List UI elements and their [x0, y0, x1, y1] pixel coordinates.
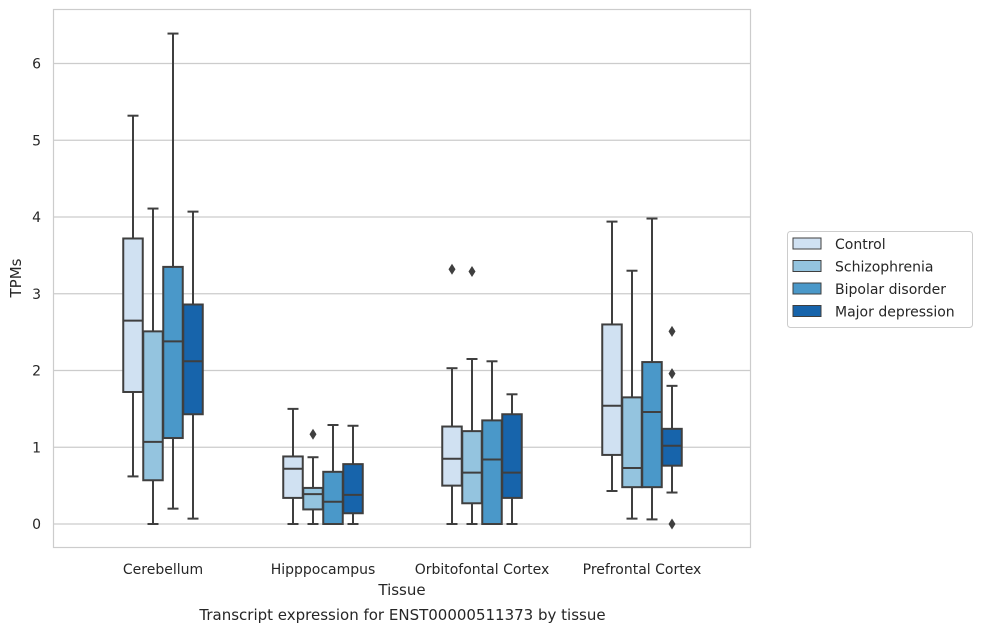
box-0-2	[162, 32, 184, 510]
legend-label: Major depression	[835, 305, 955, 321]
x-tick-label: Hipppocampus	[271, 562, 376, 578]
x-tick-label: Cerebellum	[123, 562, 203, 578]
y-tick-label: 4	[32, 210, 41, 226]
outlier-point	[668, 518, 676, 530]
y-axis-label: TPMs	[7, 258, 25, 298]
outlier-point	[309, 428, 317, 440]
x-tick-label: Orbitofontal Cortex	[415, 562, 550, 578]
box-2-1	[461, 265, 483, 525]
box-groups	[122, 32, 683, 530]
outlier-point	[448, 263, 456, 275]
box-3-0	[601, 220, 623, 492]
x-tick-label: Prefrontal Cortex	[583, 562, 702, 578]
legend-label: Control	[835, 237, 886, 253]
box-2-3	[501, 393, 523, 525]
x-axis-label: Tissue	[377, 581, 425, 599]
box-1-2	[322, 423, 344, 525]
y-tick-labels: 0 1 2 3 4 5 6	[32, 57, 41, 534]
legend-swatch	[792, 305, 822, 317]
box-0-1	[142, 207, 164, 525]
box-body	[162, 265, 184, 440]
box-0-0	[122, 114, 144, 478]
legend-swatch	[792, 282, 822, 295]
y-tick-label: 6	[32, 57, 41, 73]
y-tick-label: 0	[32, 517, 41, 533]
outlier-point	[668, 368, 676, 380]
box-body	[182, 303, 204, 416]
box-body	[122, 237, 144, 393]
x-tick-labels: Cerebellum Hipppocampus Orbitofontal Corte…	[123, 562, 701, 578]
box-body	[342, 463, 364, 515]
box-body	[142, 330, 164, 482]
box-1-3	[342, 424, 364, 525]
legend-label: Schizophrenia	[835, 260, 933, 276]
y-tick-label: 3	[32, 287, 41, 303]
box-body	[621, 396, 643, 489]
plot-frame	[52, 8, 752, 549]
outlier-point	[468, 265, 476, 277]
figure-caption: Transcript expression for ENST0000051137…	[199, 606, 606, 624]
box-3-1	[621, 269, 643, 520]
box-1-1	[302, 428, 324, 525]
box-body	[481, 419, 503, 526]
legend-frame	[787, 231, 973, 328]
box-body	[282, 455, 304, 499]
box-3-2	[641, 217, 663, 521]
box-2-0	[441, 263, 463, 525]
box-body	[322, 470, 344, 525]
box-1-0	[282, 407, 304, 525]
box-body	[661, 427, 683, 467]
legend-swatch	[792, 237, 822, 250]
box-body	[461, 430, 483, 505]
y-tick-label: 2	[32, 364, 41, 380]
box-body	[501, 413, 523, 499]
box-body	[302, 486, 324, 511]
legend-label: Bipolar disorder	[835, 282, 946, 298]
box-body	[441, 425, 463, 487]
box-3-3	[661, 325, 683, 530]
y-tick-label: 5	[32, 133, 41, 149]
box-2-2	[481, 360, 503, 526]
box-0-3	[182, 210, 204, 520]
box-body	[641, 361, 663, 489]
box-body	[601, 323, 623, 456]
legend: Control Schizophrenia Bipolar disorder Majo…	[787, 231, 973, 328]
outlier-point	[668, 325, 676, 337]
y-tick-label: 1	[32, 440, 41, 456]
legend-swatch	[792, 260, 822, 272]
